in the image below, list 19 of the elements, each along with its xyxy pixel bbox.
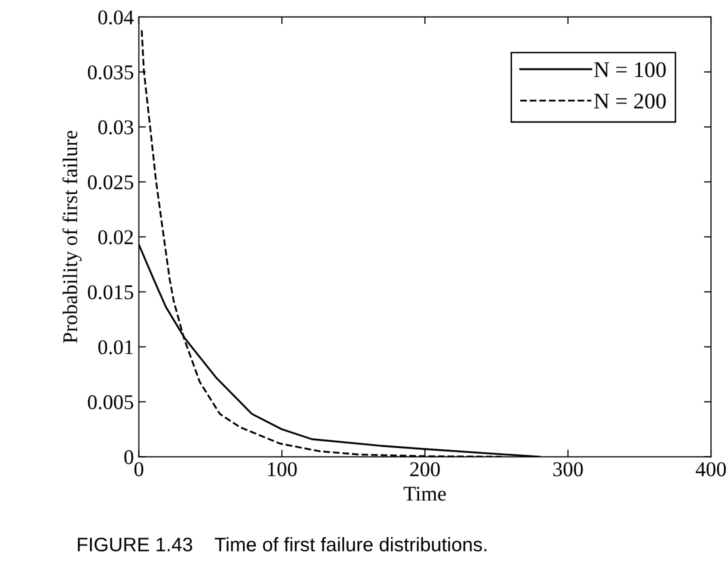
y-tick-label: 0.03 [98, 120, 134, 134]
x-tick-label: 0 [134, 462, 144, 476]
y-tick-label: 0.005 [88, 395, 134, 410]
x-tick-label: 100 [268, 462, 297, 476]
y-tick-label: 0.015 [88, 285, 134, 300]
y-tick-label: 0.01 [98, 340, 133, 354]
y-tick-label: 0 [124, 450, 134, 464]
caption: FIGURE 1.43 Time of first failure distributions. [78, 537, 486, 552]
y-tick-label: 0.025 [88, 175, 134, 190]
y-tick-label: 0.035 [88, 65, 134, 80]
x-tick-label: 400 [696, 462, 726, 476]
y-tick-label: 0.02 [98, 230, 133, 244]
x-axis-title: Time [404, 486, 446, 501]
x-tick-label: 200 [410, 462, 440, 476]
legend-label: N = 200 [594, 94, 666, 109]
y-tick-label: 0.04 [98, 10, 134, 25]
x-tick-label: 300 [553, 462, 583, 476]
y-axis-title: Probability of first failure [62, 130, 82, 344]
legend-label: N = 100 [594, 62, 666, 78]
